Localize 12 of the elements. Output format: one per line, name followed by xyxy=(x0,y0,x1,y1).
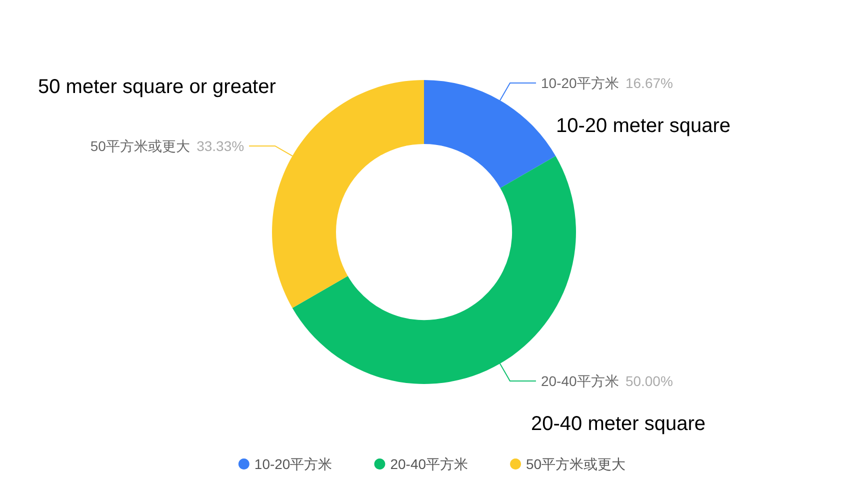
text: 10-20 meter square xyxy=(556,115,731,137)
data-label: 33.33% xyxy=(196,138,244,154)
legend-label: 10-20平方米 xyxy=(254,456,332,472)
legend-label: 20-40平方米 xyxy=(390,456,468,472)
legend-label: 50平方米或更大 xyxy=(526,456,626,472)
slice-label: 50平方米或更大 xyxy=(90,138,190,154)
slice-label: 20-40平方米 xyxy=(540,372,619,389)
text: 50 meter square or greater xyxy=(38,76,276,98)
data-label: 50.00% xyxy=(625,372,673,389)
slice-label: 10-20平方米 xyxy=(541,75,619,92)
data-label: 16.67% xyxy=(625,75,673,92)
text: 20-40 meter square xyxy=(531,413,706,435)
